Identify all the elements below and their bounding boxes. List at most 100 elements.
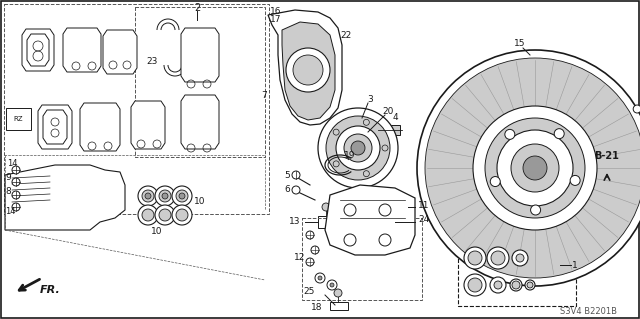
Circle shape	[330, 283, 334, 287]
Polygon shape	[63, 28, 101, 72]
Circle shape	[322, 203, 330, 211]
Circle shape	[155, 205, 175, 225]
Text: 10: 10	[195, 197, 205, 206]
Text: 3: 3	[367, 95, 373, 105]
Circle shape	[315, 273, 325, 283]
Circle shape	[327, 280, 337, 290]
Text: 12: 12	[294, 254, 305, 263]
Bar	[83, 56, 92, 64]
Circle shape	[172, 186, 192, 206]
Circle shape	[351, 141, 365, 155]
Polygon shape	[131, 101, 165, 149]
Bar	[68, 34, 77, 42]
Circle shape	[176, 190, 188, 202]
Circle shape	[491, 251, 505, 265]
Bar	[200, 38, 210, 44]
Polygon shape	[22, 29, 54, 71]
Circle shape	[464, 274, 486, 296]
Circle shape	[505, 130, 515, 139]
Text: S3V4 B2201B: S3V4 B2201B	[560, 307, 617, 315]
Bar	[186, 54, 196, 60]
Circle shape	[379, 234, 391, 246]
Text: 24: 24	[418, 216, 429, 225]
Circle shape	[311, 246, 319, 254]
Circle shape	[490, 277, 506, 293]
Bar	[134, 107, 162, 143]
Circle shape	[512, 250, 528, 266]
Bar	[100, 127, 110, 133]
Circle shape	[510, 279, 522, 291]
Bar	[100, 111, 110, 117]
Circle shape	[344, 234, 356, 246]
Text: 10: 10	[151, 227, 163, 236]
Circle shape	[292, 171, 300, 179]
Text: 18: 18	[310, 302, 322, 311]
Bar	[186, 46, 196, 52]
Bar	[106, 37, 134, 55]
Circle shape	[145, 193, 151, 199]
Circle shape	[12, 178, 20, 186]
Bar	[85, 135, 95, 141]
Polygon shape	[181, 95, 219, 149]
Bar	[68, 56, 77, 64]
Bar	[200, 54, 210, 60]
Circle shape	[318, 276, 322, 280]
Text: 16: 16	[270, 8, 282, 17]
Bar	[68, 45, 77, 53]
Bar	[83, 34, 92, 42]
Circle shape	[468, 251, 482, 265]
Polygon shape	[181, 28, 219, 82]
Circle shape	[162, 193, 168, 199]
Bar	[85, 119, 95, 125]
Circle shape	[155, 186, 175, 206]
Text: 4: 4	[392, 114, 398, 122]
Circle shape	[417, 50, 640, 286]
Circle shape	[523, 156, 547, 180]
Bar	[85, 127, 95, 133]
Circle shape	[159, 209, 171, 221]
Bar	[85, 111, 95, 117]
Circle shape	[516, 254, 524, 262]
Circle shape	[292, 186, 300, 194]
Text: 14: 14	[7, 159, 17, 167]
Polygon shape	[5, 165, 125, 230]
Circle shape	[468, 278, 482, 292]
Circle shape	[487, 247, 509, 269]
Bar	[135, 7, 265, 157]
Polygon shape	[282, 22, 335, 120]
Circle shape	[490, 176, 500, 187]
Circle shape	[334, 289, 342, 297]
Circle shape	[159, 190, 171, 202]
Circle shape	[12, 203, 20, 211]
Text: 25: 25	[303, 287, 315, 296]
Bar	[65, 32, 99, 68]
Bar	[116, 39, 121, 53]
Bar	[330, 302, 348, 310]
Bar	[83, 109, 117, 147]
Circle shape	[379, 204, 391, 216]
Text: B-21: B-21	[595, 151, 620, 161]
Polygon shape	[103, 30, 137, 74]
Polygon shape	[325, 185, 415, 255]
Circle shape	[142, 190, 154, 202]
Bar	[458, 238, 576, 306]
Bar	[184, 36, 216, 74]
Circle shape	[525, 280, 535, 290]
Bar	[463, 244, 481, 258]
Circle shape	[570, 175, 580, 185]
Bar	[200, 62, 210, 68]
Bar	[583, 148, 631, 164]
Circle shape	[497, 130, 573, 206]
Bar	[378, 125, 400, 135]
Circle shape	[511, 144, 559, 192]
Bar	[6, 108, 31, 130]
Polygon shape	[268, 10, 342, 125]
Text: 9: 9	[5, 174, 11, 182]
Circle shape	[554, 129, 564, 139]
Bar	[318, 216, 334, 228]
Text: 11: 11	[418, 201, 429, 210]
Circle shape	[494, 281, 502, 289]
Circle shape	[318, 108, 398, 188]
Circle shape	[306, 231, 314, 239]
Circle shape	[179, 193, 185, 199]
